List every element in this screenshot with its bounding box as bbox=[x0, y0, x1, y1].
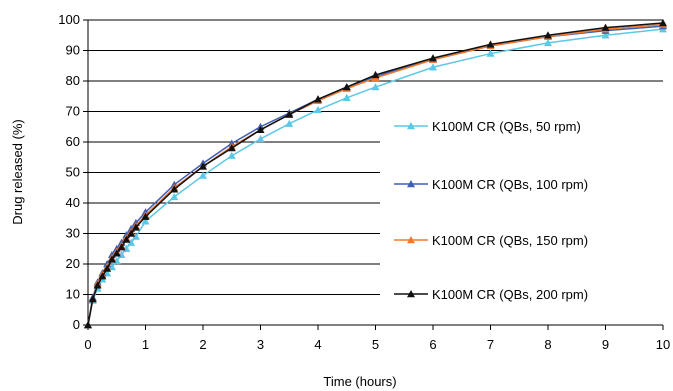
legend-marker bbox=[407, 122, 415, 130]
x-tick-label: 5 bbox=[372, 337, 379, 352]
data-point bbox=[131, 223, 140, 231]
data-point bbox=[544, 31, 552, 39]
data-point bbox=[84, 321, 92, 329]
legend-label: K100M CR (QBs, 50 rpm) bbox=[432, 119, 581, 134]
y-tick-label: 40 bbox=[66, 195, 80, 210]
x-tick-label: 4 bbox=[314, 337, 321, 352]
legend-box bbox=[380, 102, 665, 314]
y-tick-label: 10 bbox=[66, 287, 80, 302]
legend-marker bbox=[407, 290, 415, 298]
legend-item-1: K100M CR (QBs, 50 rpm) bbox=[394, 119, 581, 134]
data-point bbox=[112, 249, 121, 257]
x-tick-label: 0 bbox=[84, 337, 91, 352]
data-point bbox=[88, 295, 97, 303]
legend-label: K100M CR (QBs, 200 rpm) bbox=[432, 287, 588, 302]
y-tick-label: 50 bbox=[66, 165, 80, 180]
data-point bbox=[122, 235, 131, 243]
y-axis-title: Drug released (%) bbox=[10, 119, 25, 225]
legend-item-3: K100M CR (QBs, 150 rpm) bbox=[394, 233, 588, 248]
data-point bbox=[199, 162, 207, 170]
y-tick-label: 100 bbox=[58, 12, 80, 27]
data-point bbox=[342, 93, 351, 101]
data-point bbox=[314, 105, 322, 114]
y-tick-label: 90 bbox=[66, 43, 80, 58]
x-tick-label: 3 bbox=[257, 337, 264, 352]
data-point bbox=[127, 238, 136, 246]
y-tick-label: 60 bbox=[66, 134, 80, 149]
data-point bbox=[256, 125, 265, 133]
y-tick-label: 0 bbox=[73, 317, 80, 332]
data-point bbox=[429, 54, 437, 62]
y-tick-labels: 0 10 20 30 40 50 60 70 80 90 100 bbox=[58, 12, 88, 332]
x-axis-title: Time (hours) bbox=[323, 374, 396, 389]
y-tick-label: 80 bbox=[66, 73, 80, 88]
gridlines bbox=[88, 19, 663, 295]
data-point bbox=[170, 192, 179, 201]
data-point bbox=[93, 281, 102, 289]
legend-label: K100M CR (QBs, 150 rpm) bbox=[432, 233, 588, 248]
legend: K100M CR (QBs, 50 rpm) K100M CR (QBs, 100… bbox=[394, 119, 588, 302]
x-tick-label: 6 bbox=[429, 337, 436, 352]
data-point bbox=[342, 83, 351, 91]
legend-label: K100M CR (QBs, 100 rpm) bbox=[432, 177, 588, 192]
legend-item-2: K100M CR (QBs, 100 rpm) bbox=[394, 177, 588, 192]
data-point bbox=[314, 95, 322, 103]
legend-background bbox=[380, 102, 665, 314]
x-tick-labels: 0 1 2 3 4 5 6 7 8 9 10 bbox=[84, 325, 670, 352]
data-point bbox=[117, 243, 126, 251]
data-point bbox=[486, 49, 495, 57]
x-tick-label: 10 bbox=[656, 337, 670, 352]
data-point bbox=[103, 264, 112, 272]
data-point bbox=[486, 40, 495, 48]
x-tick-label: 2 bbox=[199, 337, 206, 352]
x-tick-label: 9 bbox=[602, 337, 609, 352]
data-point bbox=[131, 232, 140, 240]
legend-item-4: K100M CR (QBs, 200 rpm) bbox=[394, 287, 588, 302]
legend-marker bbox=[407, 236, 415, 244]
data-point bbox=[371, 70, 380, 79]
data-point bbox=[170, 185, 179, 193]
y-tick-label: 30 bbox=[66, 226, 80, 241]
data-point bbox=[107, 255, 116, 263]
data-point bbox=[285, 119, 294, 127]
data-point bbox=[601, 31, 610, 39]
y-tick-label: 70 bbox=[66, 104, 80, 119]
series-4 bbox=[84, 19, 667, 329]
series bbox=[84, 19, 667, 329]
data-point bbox=[601, 23, 610, 31]
x-tick-label: 1 bbox=[142, 337, 149, 352]
data-point bbox=[227, 144, 236, 152]
data-point bbox=[141, 217, 150, 225]
data-point bbox=[256, 134, 265, 143]
data-point bbox=[141, 212, 150, 220]
legend-marker bbox=[407, 180, 415, 188]
data-point bbox=[371, 83, 380, 91]
data-point bbox=[98, 272, 107, 280]
data-point bbox=[659, 19, 667, 27]
data-point bbox=[544, 38, 552, 47]
data-point bbox=[227, 151, 236, 159]
data-point bbox=[285, 110, 294, 118]
x-tick-label: 7 bbox=[487, 337, 494, 352]
data-point bbox=[199, 171, 207, 179]
x-tick-label: 8 bbox=[544, 337, 551, 352]
y-tick-label: 20 bbox=[66, 256, 80, 271]
data-point bbox=[127, 229, 136, 237]
data-point bbox=[429, 63, 437, 71]
